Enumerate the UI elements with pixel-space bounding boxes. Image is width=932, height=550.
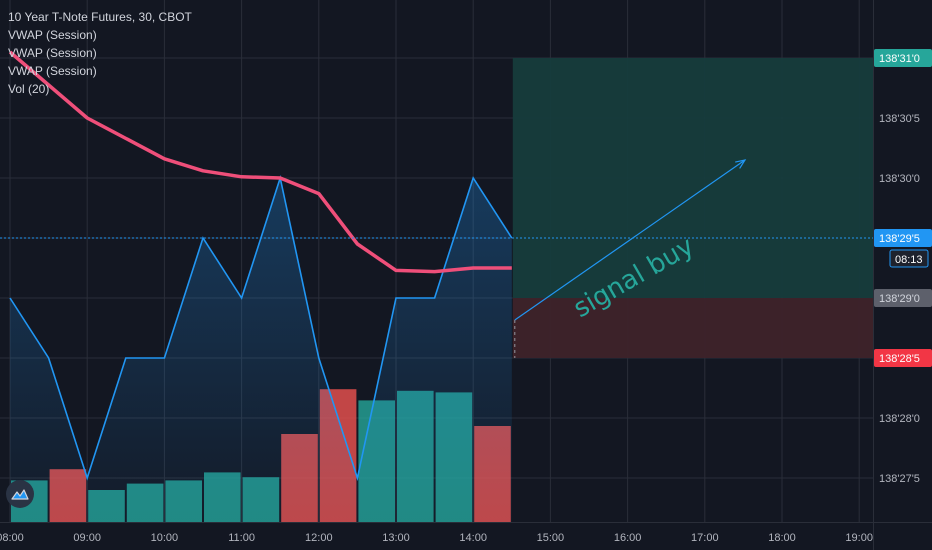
- price-tag-stop[interactable]: [874, 349, 932, 367]
- price-tag-label: 138'31'0: [879, 53, 920, 65]
- price-tag-target[interactable]: [874, 49, 932, 67]
- arrow-line[interactable]: [514, 159, 746, 321]
- stop-zone[interactable]: [512, 298, 873, 358]
- time-axis-label: 11:00: [228, 532, 255, 544]
- price-tag-entry[interactable]: [874, 289, 932, 307]
- time-axis-label: 17:00: [691, 532, 719, 544]
- price-axis-label: 138'30'5: [879, 113, 920, 125]
- symbol-title[interactable]: 10 Year T-Note Futures, 30, CBOT: [8, 10, 192, 24]
- chart-legend: 10 Year T-Note Futures, 30, CBOT VWAP (S…: [8, 8, 192, 98]
- legend-vwap-1[interactable]: VWAP (Session): [8, 28, 97, 42]
- countdown-label: 08:13: [895, 254, 923, 266]
- time-axis-label: 13:00: [382, 532, 410, 544]
- time-axis-label: 15:00: [537, 532, 565, 544]
- legend-volume[interactable]: Vol (20): [8, 82, 50, 96]
- time-axis-label: 18:00: [768, 532, 796, 544]
- price-axis-label: 138'30'0: [879, 173, 920, 185]
- price-tag-label: 138'29'0: [879, 293, 920, 305]
- arrow-head-icon: [735, 159, 747, 169]
- time-axis-label: 12:00: [305, 532, 333, 544]
- time-axis-label: 10:00: [151, 532, 179, 544]
- price-tag-current[interactable]: [874, 229, 932, 247]
- price-area-fill: [10, 178, 512, 522]
- time-axis-label: 19:00: [845, 532, 873, 544]
- time-axis-label: 14:00: [459, 532, 487, 544]
- target-zone[interactable]: [512, 58, 873, 298]
- time-axis-label: 16:00: [614, 532, 642, 544]
- price-axis[interactable]: [873, 0, 932, 550]
- price-axis-label: 138'27'5: [879, 473, 920, 485]
- price-axis-label: 138'28'0: [879, 413, 920, 425]
- vwap-line[interactable]: [8, 50, 512, 274]
- price-tag-label: 138'29'5: [879, 233, 920, 245]
- countdown-box: [889, 249, 929, 268]
- legend-vwap-3[interactable]: VWAP (Session): [8, 64, 97, 78]
- price-tag-label: 138'28'5: [879, 353, 920, 365]
- time-axis-label: 09:00: [73, 532, 101, 544]
- legend-vwap-2[interactable]: VWAP (Session): [8, 46, 97, 60]
- time-axis-label: 08:00: [0, 532, 24, 544]
- tradingview-logo-icon[interactable]: [6, 480, 34, 508]
